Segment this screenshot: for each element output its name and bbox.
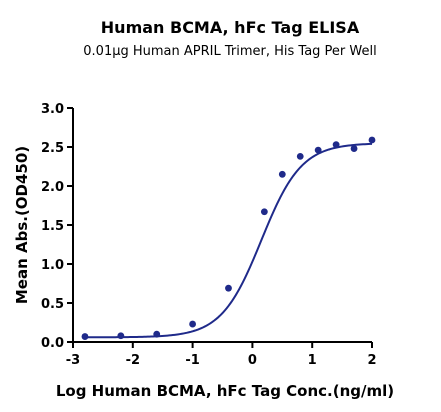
- data-point: [189, 320, 197, 328]
- x-tick-label: 2: [367, 353, 376, 368]
- chart-title: Human BCMA, hFc Tag ELISA: [101, 18, 360, 37]
- x-tick-label: -3: [66, 353, 80, 368]
- data-point: [81, 333, 89, 340]
- x-tick-label: 0: [248, 353, 257, 368]
- chart-subtitle: 0.01μg Human APRIL Trimer, His Tag Per W…: [83, 44, 376, 59]
- data-point: [350, 145, 358, 152]
- y-tick-label: 1.5: [41, 219, 64, 234]
- y-tick-label: 2.5: [41, 141, 64, 156]
- y-tick-label: 0.5: [41, 297, 64, 312]
- x-tick-label: 1: [308, 353, 317, 368]
- x-axis-label: Log Human BCMA, hFc Tag Conc.(ng/ml): [56, 382, 394, 400]
- y-tick-label: 3.0: [41, 102, 64, 117]
- data-point: [332, 141, 340, 149]
- data-point: [260, 208, 268, 216]
- y-tick-label: 2.0: [41, 180, 64, 195]
- fit-curve: [84, 142, 373, 339]
- data-point: [278, 170, 286, 178]
- plot-area: 0.0 0.5 1.0 1.5 2.0 2.5 3.0 -3 -2 -1 0 1 2: [41, 102, 377, 368]
- data-point: [368, 136, 376, 144]
- y-tick-label: 1.0: [41, 258, 64, 273]
- y-axis-label: Mean Abs.(OD450): [13, 146, 31, 304]
- data-point: [153, 330, 161, 338]
- data-point: [296, 152, 304, 160]
- x-tick-label: -2: [126, 353, 140, 368]
- x-tick-label: -1: [185, 353, 199, 368]
- y-tick-label: 0.0: [41, 336, 64, 351]
- data-point: [314, 146, 322, 154]
- data-point: [117, 332, 125, 340]
- data-point: [225, 284, 232, 292]
